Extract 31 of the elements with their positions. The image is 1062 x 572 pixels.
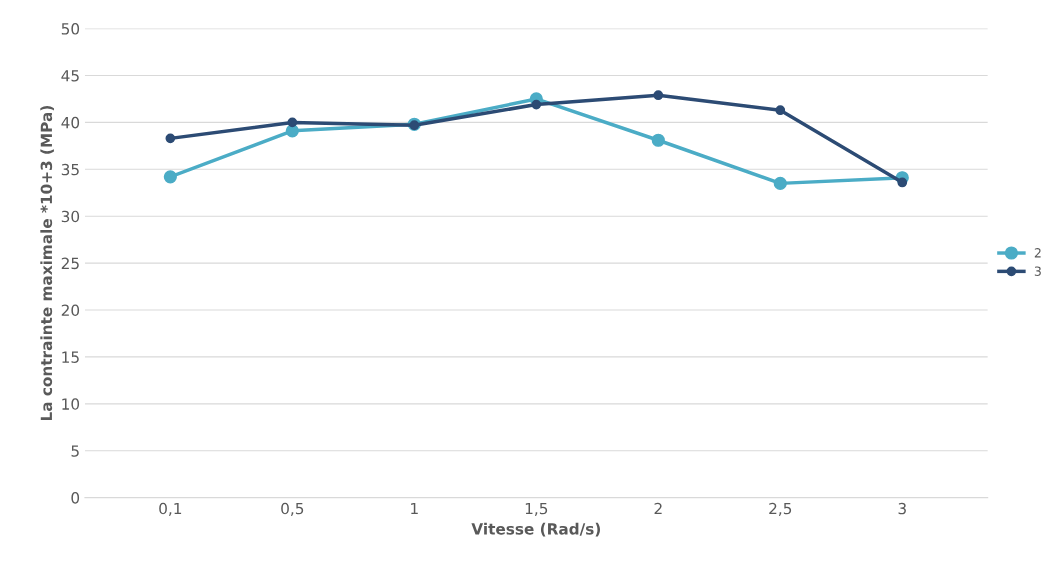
x-tick-label: 3	[898, 502, 906, 515]
point	[897, 177, 908, 188]
x-tick-label: 1,5	[525, 502, 548, 516]
legend-label: 3	[1034, 266, 1041, 276]
legend-label: 2	[1034, 248, 1041, 258]
x-tick-label: 2	[654, 502, 662, 515]
point	[531, 99, 542, 110]
y-tick-label: 5	[71, 445, 79, 457]
point	[163, 170, 177, 184]
x-tick-label: 0,1	[159, 502, 182, 516]
y-tick-label: 50	[61, 23, 80, 35]
y-axis-title: La contrainte maximale *10+3 (MPa)	[40, 106, 54, 421]
x-tick-label: 0,5	[281, 502, 304, 516]
y-tick-label: 40	[61, 116, 80, 129]
point	[653, 90, 664, 101]
y-tick-label: 10	[62, 398, 80, 410]
x-tick-label: 1	[411, 502, 418, 515]
y-tick-label: 0	[71, 492, 80, 504]
y-tick-label: 15	[62, 351, 79, 363]
y-tick-label: 35	[61, 163, 79, 176]
point	[775, 105, 786, 116]
point	[773, 176, 787, 190]
y-tick-label: 25	[61, 257, 79, 270]
y-tick-label: 45	[61, 70, 79, 82]
point	[651, 133, 665, 147]
point	[165, 133, 176, 144]
point	[287, 117, 298, 128]
y-tick-label: 20	[61, 304, 80, 317]
x-tick-label: 2,5	[769, 502, 792, 516]
y-tick-label: 30	[61, 210, 80, 223]
x-axis-title: Vitesse (Rad/s)	[471, 522, 600, 537]
